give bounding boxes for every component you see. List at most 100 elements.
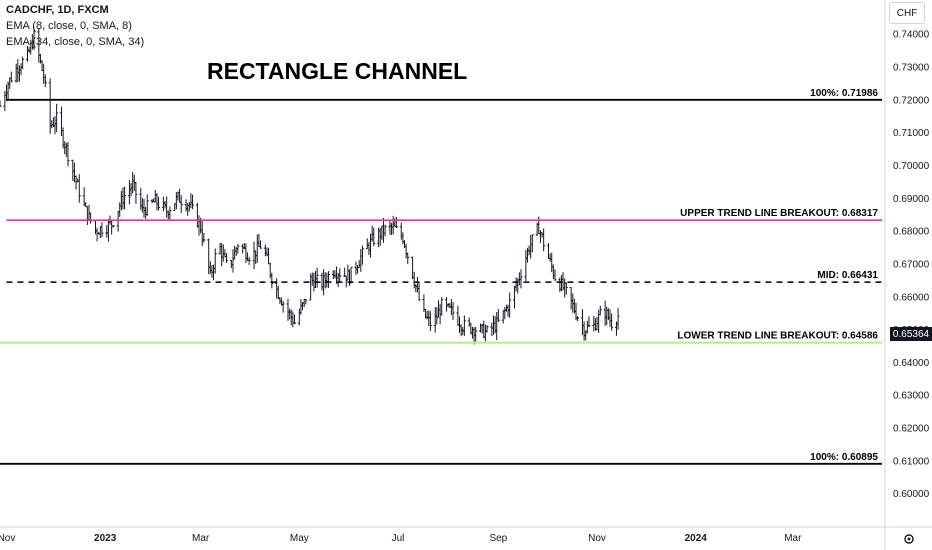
symbol-info[interactable]: CADCHF, 1D, FXCM [6, 4, 109, 16]
ohlc-bar [134, 181, 138, 204]
ohlc-bar [153, 189, 157, 203]
ohlc-bar [66, 141, 70, 167]
time-axis[interactable]: Nov 2023 Mar May Jul Sep Nov 2024 Mar [0, 533, 802, 544]
ohlc-bar [320, 272, 324, 291]
ohlc-bar [325, 272, 329, 288]
ohlc-bar [436, 300, 440, 318]
ohlc-bar [263, 244, 267, 257]
ohlc-bar [17, 65, 21, 82]
ohlc-bar [372, 227, 376, 247]
settings-icon[interactable] [902, 532, 916, 546]
ema-fast-info[interactable]: EMA (8, close, 0, SMA, 8) [6, 20, 132, 32]
ohlc-bar [189, 193, 193, 209]
ohlc-bar [53, 116, 57, 135]
ohlc-bar [569, 286, 573, 310]
ohlc-bar [210, 265, 214, 278]
ohlc-bar [479, 323, 483, 333]
ohlc-bar [129, 183, 133, 197]
ohlc-bar [71, 159, 75, 181]
ohlc-bar [19, 63, 23, 76]
ohlc-bar [110, 221, 114, 235]
ohlc-bar [580, 309, 584, 336]
ohlc-bar [281, 300, 285, 313]
y-tick-label: 0.60000 [893, 489, 930, 500]
ohlc-bar [220, 242, 224, 267]
ohlc-bar [178, 188, 182, 203]
ohlc-bar [412, 271, 416, 289]
ohlc-bar [168, 206, 172, 220]
ohlc-bar [187, 202, 191, 212]
ohlc-bar [470, 326, 474, 339]
ohlc-bar [548, 253, 552, 262]
x-tick-label: Sep [489, 533, 507, 544]
ohlc-bar [451, 301, 455, 320]
ohlc-bar [559, 274, 563, 292]
currency-button[interactable]: CHF [889, 2, 925, 24]
ohlc-bar [315, 267, 319, 288]
ohlc-bar [508, 292, 512, 318]
ohlc-bar [435, 307, 439, 325]
level-label: LOWER TREND LINE BREAKOUT: 0.64586 [677, 331, 878, 342]
price-axis[interactable]: 0.74000 0.73000 0.72000 0.71000 0.70000 0.690… [893, 30, 930, 500]
ohlc-bar [428, 311, 432, 332]
ohlc-bar [504, 304, 508, 312]
ohlc-bar [558, 277, 562, 293]
ema-slow-info[interactable]: EMA (34, close, 0, SMA, 34) [6, 36, 145, 48]
current-price-label: 0.65364 [890, 327, 932, 341]
ohlc-bar [344, 275, 348, 288]
ohlc-bar [513, 285, 517, 309]
ohlc-bar [221, 244, 225, 262]
ohlc-bar [127, 180, 131, 205]
ohlc-bar [236, 243, 240, 254]
ohlc-bar [225, 253, 229, 263]
ohlc-bar [116, 211, 120, 232]
ohlc-bar [480, 323, 484, 334]
ohlc-bar [255, 234, 259, 264]
ohlc-bar [346, 264, 350, 281]
ohlc-bar [174, 192, 178, 210]
ohlc-bar [582, 321, 586, 341]
ohlc-bar [38, 53, 42, 64]
ohlc-bar [77, 174, 81, 203]
ohlc-bar [233, 245, 237, 260]
ohlc-bar [550, 252, 554, 273]
ohlc-bar [360, 245, 364, 265]
ohlc-bar [231, 249, 235, 273]
y-tick-label: 0.62000 [893, 424, 930, 435]
ohlc-bar [144, 206, 148, 219]
ohlc-bar [529, 234, 533, 259]
ohlc-bar [142, 198, 146, 218]
ohlc-bar [74, 175, 78, 190]
ohlc-bar [208, 261, 212, 274]
ohlc-bar [388, 220, 392, 235]
y-tick-label: 0.68000 [893, 227, 930, 238]
ohlc-bar [357, 260, 361, 269]
ohlc-bar [458, 316, 462, 333]
ohlc-bar [43, 74, 47, 88]
ohlc-bar [349, 266, 353, 284]
ohlc-bar [356, 265, 360, 274]
ohlc-bar [244, 243, 248, 264]
ohlc-bar [9, 71, 13, 83]
ohlc-bar [605, 306, 609, 325]
ohlc-bar [8, 77, 12, 90]
ohlc-bar [140, 198, 144, 213]
ohlc-bar [391, 215, 395, 235]
ohlc-bar [524, 250, 528, 282]
ohlc-bar [229, 260, 233, 269]
ohlc-bar [95, 227, 99, 242]
ohlc-bar [213, 248, 217, 274]
ohlc-bar [139, 187, 143, 210]
ohlc-bar [157, 196, 161, 211]
ohlc-bar [16, 59, 20, 82]
ohlc-bar [202, 232, 206, 243]
ohlc-bar [197, 215, 201, 236]
ohlc-bar [267, 247, 271, 265]
x-tick-label: Mar [784, 533, 802, 544]
ohlc-bar [563, 278, 567, 298]
ohlc-bar [608, 309, 612, 327]
y-tick-label: 0.71000 [893, 128, 930, 139]
ohlc-bar [333, 270, 337, 279]
ohlc-bar [302, 298, 306, 308]
